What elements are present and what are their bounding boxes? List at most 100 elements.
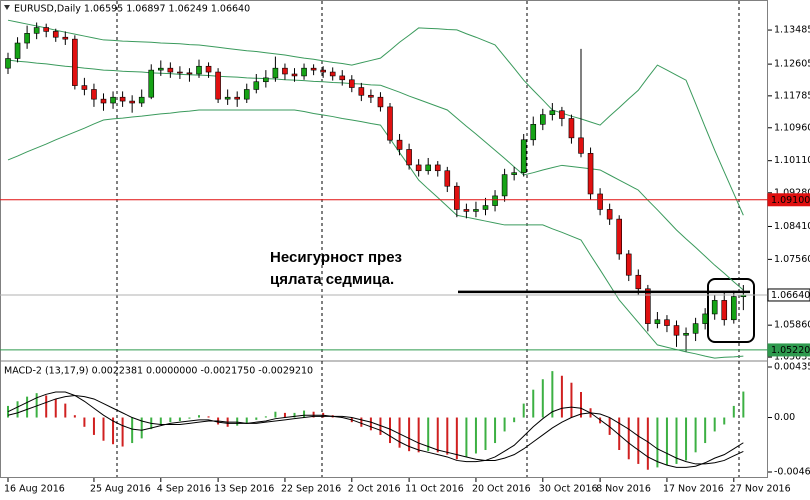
candle-body <box>387 106 393 141</box>
candle-body <box>549 110 556 115</box>
macd-bar <box>35 393 38 418</box>
macd-bar <box>665 417 668 466</box>
macd-bar <box>436 417 439 453</box>
candle-body <box>625 253 632 276</box>
candle-body <box>291 73 298 77</box>
candle-body <box>463 209 470 212</box>
title-icon <box>4 5 10 10</box>
macd-bar <box>92 417 95 435</box>
candle-body <box>224 96 231 100</box>
candle-body <box>177 71 183 74</box>
candle-body <box>215 71 221 100</box>
macd-bar <box>159 417 162 425</box>
candle-body <box>110 96 116 104</box>
macd-bar <box>236 417 239 426</box>
macd-bar <box>513 417 516 423</box>
macd-bar <box>73 415 76 418</box>
candle-body <box>205 65 212 73</box>
candle-body <box>673 325 680 336</box>
macd-bar <box>83 417 86 427</box>
macd-bar <box>188 417 191 419</box>
candle-body <box>587 153 594 195</box>
price-level-tag <box>767 288 810 302</box>
candle-body <box>520 139 527 173</box>
candle-body <box>62 36 69 40</box>
candle-body <box>511 172 517 175</box>
macd-bar <box>398 417 401 448</box>
candle-body <box>377 96 384 108</box>
candle-body <box>138 96 145 104</box>
macd-bar <box>656 417 659 468</box>
candle-body <box>91 89 97 100</box>
macd-bar <box>522 403 525 418</box>
plot-frame <box>0 0 768 478</box>
macd-bar <box>274 411 277 418</box>
y-tick-label: 1.05035 <box>774 352 810 363</box>
candle-body <box>186 72 193 75</box>
macd-bar <box>417 417 420 453</box>
candle-body <box>33 27 40 34</box>
macd-bar <box>54 398 57 418</box>
macd-bar <box>389 417 391 444</box>
candle-body <box>415 164 422 172</box>
price-level-tag <box>767 193 810 207</box>
candle-body <box>444 170 451 187</box>
macd-bar <box>255 417 258 420</box>
candle-body <box>329 71 336 77</box>
x-tick-label: 25 Aug 2016 <box>90 484 151 495</box>
macd-bar <box>303 410 306 418</box>
price-level-label: 1.09100 <box>771 195 810 206</box>
band-lower <box>7 109 744 359</box>
macd-bar <box>503 417 506 432</box>
macd-bar <box>293 412 296 418</box>
x-tick-label: 13 Sep 2016 <box>214 484 274 495</box>
candle-body <box>597 193 603 210</box>
macd-bar <box>16 401 19 418</box>
candle-body <box>368 94 374 98</box>
candle-body <box>492 195 498 206</box>
annotation-text: цялата седмица. <box>270 271 394 288</box>
candle-body <box>72 38 78 86</box>
macd-bar <box>131 417 134 444</box>
macd-bar <box>369 417 372 431</box>
candle-body <box>339 75 346 81</box>
macd-bar <box>646 417 649 470</box>
macd-bar <box>64 403 67 418</box>
price-level-label: 1.06640 <box>771 290 810 301</box>
macd-bar <box>245 417 248 424</box>
macd-bar <box>723 417 726 425</box>
candle-body <box>158 67 164 71</box>
y-tick-label: 1.09280 <box>774 187 810 198</box>
candle-body <box>711 300 718 315</box>
y-tick-label: -0.004696 <box>774 467 810 478</box>
candle-body <box>645 288 651 324</box>
candle-body <box>24 33 30 44</box>
candle-body <box>406 149 412 166</box>
macd-bar <box>474 417 477 454</box>
candle-body <box>425 164 432 172</box>
macd-bar <box>360 417 363 427</box>
macd-bar <box>637 417 640 464</box>
macd-bar <box>704 417 707 444</box>
macd-bar <box>732 405 735 418</box>
candle-body <box>664 319 670 326</box>
macd-bar <box>140 417 143 439</box>
chart-title: EURUSD,Daily 1.06595 1.06897 1.06249 1.0… <box>14 4 250 15</box>
y-tick-label: 1.13485 <box>774 25 810 36</box>
candle-body <box>272 67 279 79</box>
macd-bar <box>494 417 497 444</box>
y-tick-label: 1.05860 <box>774 320 810 331</box>
candle-body <box>654 319 661 324</box>
candle-body <box>539 114 546 125</box>
macd-bar <box>580 392 582 418</box>
macd-bar <box>312 411 315 418</box>
candle-body <box>683 332 689 336</box>
candle-body <box>616 218 623 255</box>
x-tick-label: 22 Sep 2016 <box>281 484 341 495</box>
price-level-label: 1.05220 <box>771 345 810 356</box>
candle-body <box>721 300 728 321</box>
annotation-text: Несигурност през <box>270 249 402 266</box>
candle-body <box>14 42 21 59</box>
macd-bar <box>541 379 544 418</box>
